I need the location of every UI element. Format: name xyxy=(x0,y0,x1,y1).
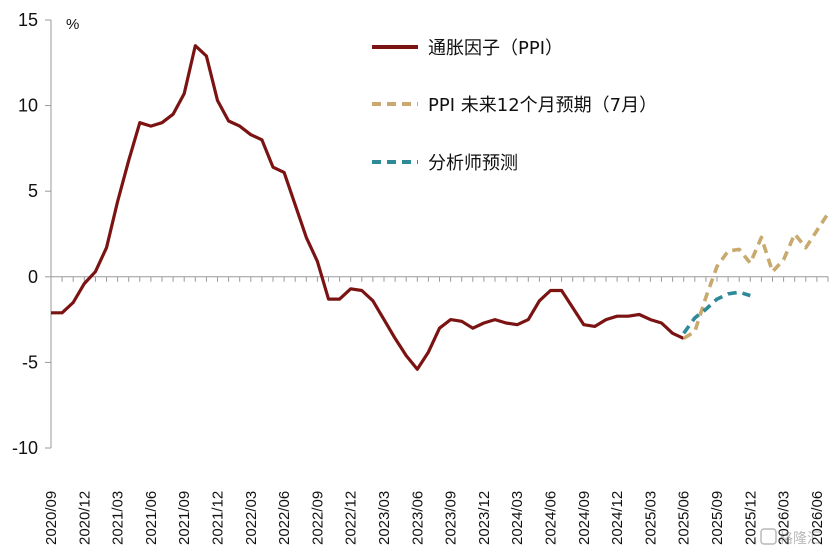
x-tick-label: 2025/09 xyxy=(709,491,726,545)
watermark-text: 格隆汇 xyxy=(779,531,821,547)
x-tick-label: 2021/06 xyxy=(143,491,160,545)
x-tick-label: 2025/06 xyxy=(676,491,693,545)
x-tick-label: 2023/09 xyxy=(443,491,460,545)
series-line-ppi xyxy=(51,44,685,371)
x-tick-label: 2021/12 xyxy=(210,491,227,545)
x-tick-label: 2024/03 xyxy=(509,491,526,545)
x-tick-label: 2024/12 xyxy=(609,491,626,545)
x-tick-label: 2022/09 xyxy=(309,491,326,545)
legend-label-ppi-expectation: PPI 未来12个月预期（7月） xyxy=(428,95,657,116)
legend-label-ppi: 通胀因子（PPI） xyxy=(428,38,563,59)
x-tick-label: 2025/03 xyxy=(642,491,659,545)
y-tick-label: -5 xyxy=(22,352,38,372)
y-tick-label: -10 xyxy=(12,438,38,458)
y-tick-label: 15 xyxy=(18,10,38,30)
x-tick-label: 2020/09 xyxy=(43,491,60,545)
y-axis-unit-label: % xyxy=(66,16,79,33)
legend-label-analyst-forecast: 分析师预测 xyxy=(428,153,518,174)
x-tick-label: 2026/03 xyxy=(776,491,793,545)
axes: 15 10 5 0 -5 -10 2020/09 2020/12 2021/03 2021/06 2… xyxy=(12,10,829,545)
x-tick-label: 2026/06 xyxy=(809,491,826,545)
y-tick-label: 10 xyxy=(18,96,38,116)
x-tick-label: 2024/09 xyxy=(576,491,593,545)
y-tick-label: 0 xyxy=(28,267,38,287)
x-tick-label: 2022/06 xyxy=(276,491,293,545)
y-tick-label: 5 xyxy=(28,181,38,201)
x-tick-label: 2023/06 xyxy=(409,491,426,545)
x-tick-label: 2021/09 xyxy=(176,491,193,545)
legend: 通胀因子（PPI） PPI 未来12个月预期（7月） 分析师预测 xyxy=(372,38,657,174)
series-layer xyxy=(51,44,830,371)
x-tick-label: 2023/12 xyxy=(476,491,493,545)
watermark: 格隆汇 xyxy=(760,528,821,547)
x-tick-label: 2022/03 xyxy=(243,491,260,545)
series-line-ppi-expectation xyxy=(682,212,830,340)
x-tick-label: 2025/12 xyxy=(742,491,759,545)
x-tick-label: 2024/06 xyxy=(543,491,560,545)
x-tick-label: 2021/03 xyxy=(110,491,127,545)
x-tick-label: 2022/12 xyxy=(343,491,360,545)
watermark-logo-icon xyxy=(760,528,777,545)
x-tick-label: 2020/12 xyxy=(76,491,93,545)
series-line-analyst-forecast xyxy=(682,290,751,335)
x-tick-label: 2023/03 xyxy=(376,491,393,545)
